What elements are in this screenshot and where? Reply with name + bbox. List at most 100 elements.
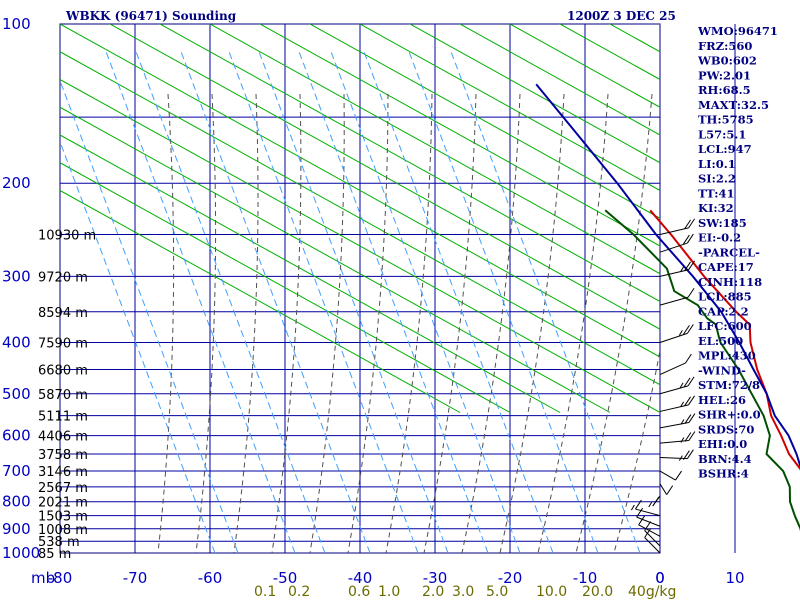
dry-adiabat-line [558,24,660,81]
mixing-ratio-label: 10.0 [536,584,567,600]
mixing-ratio-label: 2.0 [422,584,444,600]
temperature-tick-label: 0 [655,569,665,587]
wind-barb-flag [686,449,694,459]
wind-barb [659,470,682,481]
wind-barb-flag [688,395,696,406]
parcel-profile [535,83,800,469]
dry-adiabat-line [208,24,660,275]
temperature-tick-label: -20 [498,569,523,587]
wind-barb-half-flag [678,330,683,336]
index-line: STM:72/8 [698,378,760,392]
mixing-ratio-line [329,48,521,553]
index-line: FRZ:560 [698,39,752,53]
moist-adiabat-line [461,93,521,553]
wind-barb-staff [659,269,689,277]
mixing-ratio-line [407,48,599,553]
dry-adiabat-line [60,134,561,413]
moist-adiabat-line [575,93,653,553]
dry-adiabat-line [458,24,660,136]
pressure-tick-label: 200 [2,174,31,192]
temperature-tick-label: -30 [423,569,448,587]
index-line: -WIND- [698,363,746,377]
mixing-ratio-line [257,48,449,553]
wind-barb-staff [659,470,676,481]
moist-adiabat-line [157,93,175,553]
moist-adiabat-line [423,93,477,553]
wind-barb [659,431,696,444]
index-line: LCL:885 [698,290,752,304]
wind-barb [630,499,661,517]
dry-adiabat-line [358,24,660,192]
index-line: TH:5785 [698,113,754,127]
mixing-ratio-label: 5.0 [486,584,508,600]
wind-barb-half-flag [679,382,684,389]
moist-adiabat-line [499,93,565,553]
pressure-unit-label: mb [31,569,55,587]
wind-barb-flag [688,218,696,229]
dry-adiabat-line [60,78,660,413]
height-label: 538 m [38,535,80,550]
wind-barb-half-flag [680,401,685,408]
wind-barb [648,495,661,508]
wind-barb-half-flag [648,501,653,508]
index-line: HEL:26 [698,393,746,407]
wind-barb-flag [675,470,682,481]
wind-barb [659,353,692,376]
height-label: 10930 m [38,229,96,244]
height-label: 6680 m [38,364,88,379]
mixing-ratio-line [179,48,371,553]
wind-barb [644,528,661,554]
index-line: PW:2.01 [698,68,751,82]
wind-barb-staff [644,537,661,554]
temperature-tick-label: 0 [655,569,665,587]
wind-barb [659,287,695,306]
wind-barb-staff [659,385,689,395]
dry-adiabat-line [60,0,800,413]
moist-adiabat-line [537,93,609,553]
wind-barb-flag [636,507,644,518]
pressure-tick-label: 500 [2,385,31,403]
height-label: 5870 m [38,388,88,403]
index-line: EL:500 [698,334,743,348]
mixing-ratio-line [60,79,239,553]
height-label: 1008 m [38,523,88,538]
index-line: -PARCEL- [698,245,760,259]
dewpoint-profile [604,209,800,532]
wind-barb-staff [659,227,689,235]
wind-barb-staff [635,508,661,517]
index-line: EHI:0.0 [698,437,747,451]
moist-adiabat-line [195,93,217,553]
adiabats [60,0,800,553]
dry-adiabat-line [508,24,660,108]
wind-barb-half-flag [680,419,685,425]
temperature-profile [649,209,800,471]
height-label: 2567 m [38,481,88,496]
dry-adiabat-line [658,24,660,25]
station-title: WBKK (96471) Sounding [65,9,237,23]
dry-adiabat-line [60,162,511,413]
mixing-ratio-label: 20.0 [582,584,613,600]
index-line: L57:5.1 [698,127,746,141]
mixing-ratio-line [449,48,641,553]
wind-barb-staff [659,483,668,495]
dry-adiabat-line [60,106,611,413]
index-line: SRDS:70 [698,422,754,436]
dry-adiabat-line [408,24,660,164]
wind-barb-staff [659,332,688,343]
temperature-tick-label: -40 [348,569,373,587]
moist-adiabat-line [233,93,259,553]
wind-barb-staff [659,362,686,376]
index-line: SI:2.2 [698,172,736,186]
temperature-tick-label: -10 [573,569,598,587]
wind-barb-flag [638,515,646,526]
wind-barb [659,324,694,343]
mixing-ratio-label: 1.0 [378,584,400,600]
pressure-tick-label: 400 [2,333,31,351]
pressure-tick-label: 1000 [2,544,40,562]
mixing-ratio-line [362,48,554,553]
wind-barb-staff [659,404,689,412]
height-label: 4406 m [38,430,88,445]
temperature-tick-label: -70 [123,569,148,587]
pressure-tick-label: 800 [2,493,31,511]
wind-barb-flag [644,528,652,538]
